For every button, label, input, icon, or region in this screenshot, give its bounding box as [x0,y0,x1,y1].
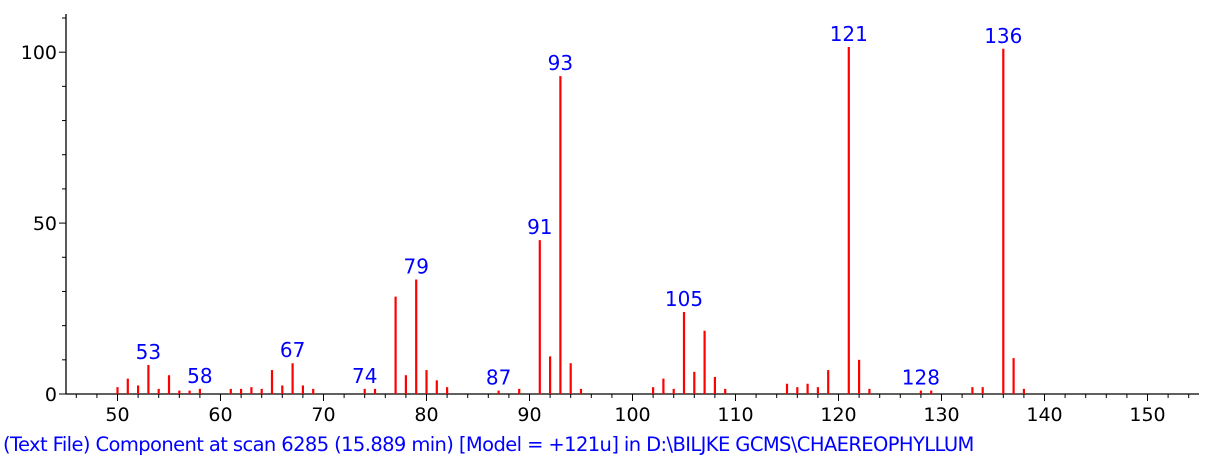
spectrum-caption: (Text File) Component at scan 6285 (15.8… [3,433,974,456]
x-tick-label: 60 [208,404,232,426]
peak-label: 93 [548,51,573,75]
chart-axes: 50 60 70 80 90 100 110 120 130 140 150 0 50 100 [21,14,1199,426]
peak-label: 67 [280,338,305,362]
x-tick-label: 120 [820,404,856,426]
peak-label: 79 [403,254,428,278]
x-tick-label: 150 [1129,404,1165,426]
x-tick-label: 90 [517,404,541,426]
peak-label: 105 [665,287,703,311]
x-tick-label: 130 [923,404,959,426]
peak-label: 128 [902,366,940,390]
x-tick-label: 70 [311,404,335,426]
peak-label: 136 [984,24,1022,48]
x-tick-label: 140 [1026,404,1062,426]
y-tick-label: 0 [45,384,57,406]
x-tick-label: 110 [717,404,753,426]
peak-label: 121 [830,22,868,46]
peak-label: 74 [352,364,377,388]
x-tick-label: 100 [614,404,650,426]
x-tick-label: 50 [105,404,129,426]
peak-labels: 53 58 67 74 79 87 91 93 105 121 128 136 [136,22,1023,390]
y-tick-label: 50 [33,213,57,235]
peak-label: 91 [527,215,552,239]
peak-label: 58 [187,364,212,388]
spectrum-bars [116,47,1026,394]
y-tick-label: 100 [21,42,57,64]
mass-spectrum-chart: 50 60 70 80 90 100 110 120 130 140 150 0 50 100 53 58 6… [21,14,1199,426]
peak-label: 53 [136,340,161,364]
x-tick-label: 80 [414,404,438,426]
peak-label: 87 [486,366,511,390]
